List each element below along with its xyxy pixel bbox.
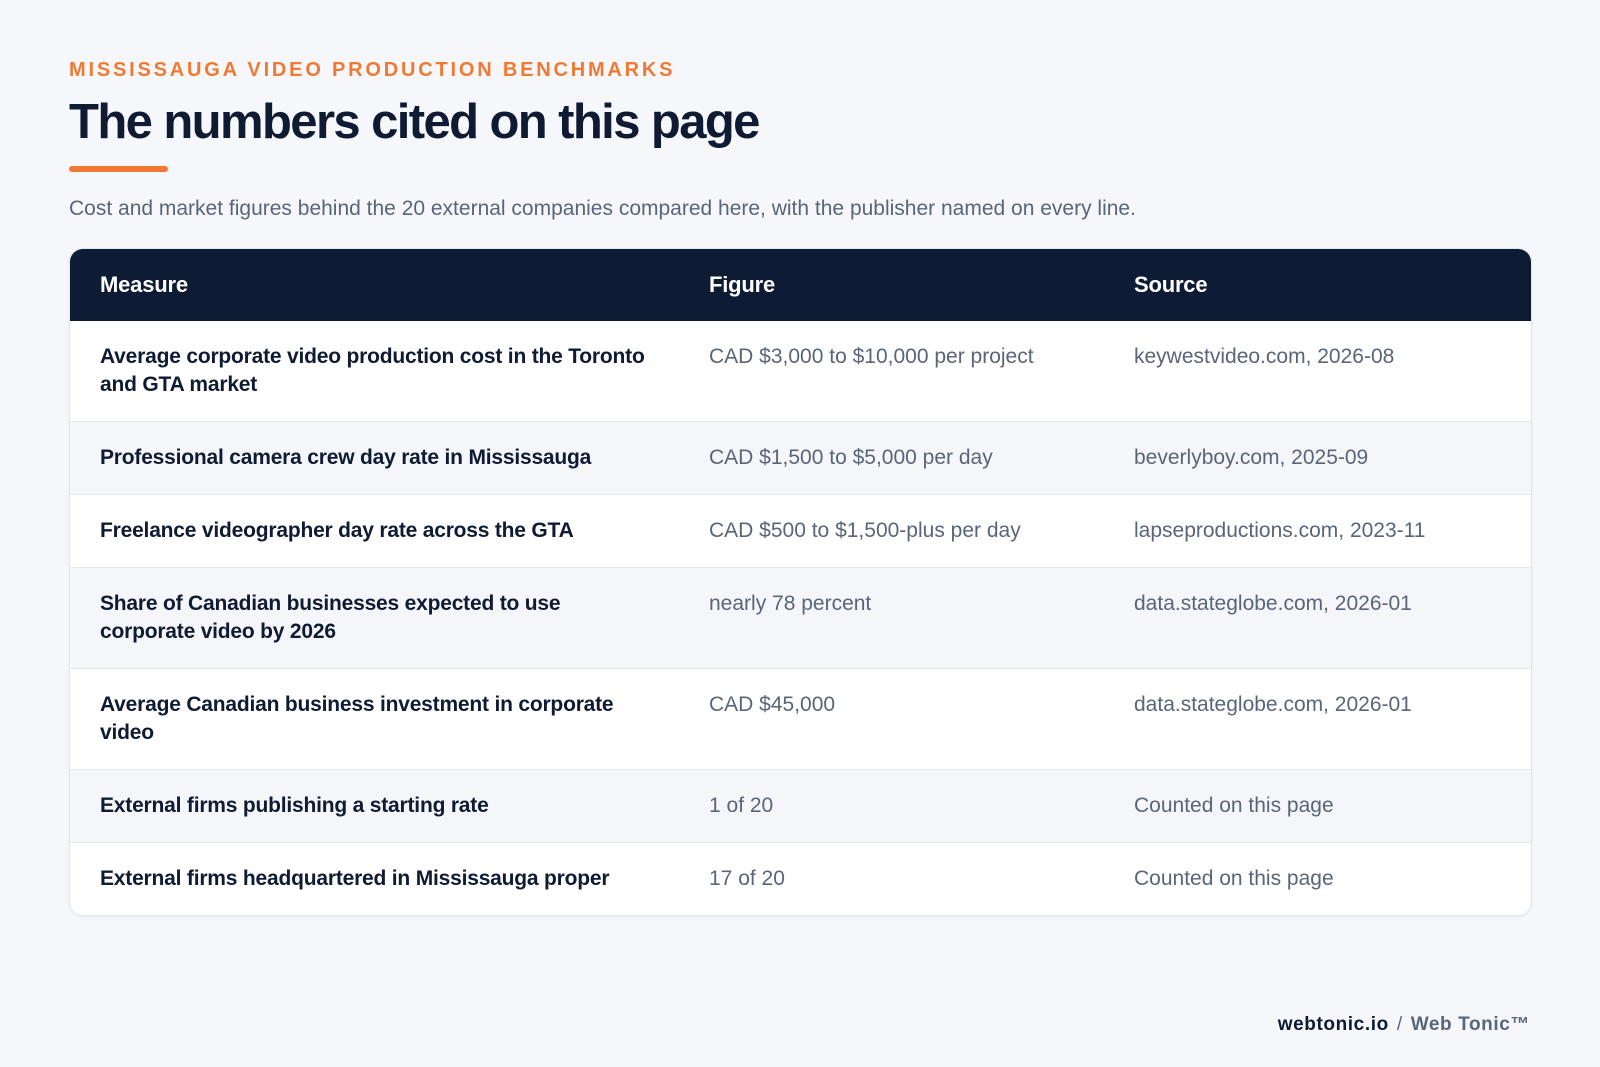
title-underline [69, 166, 168, 172]
measure-cell: Average Canadian business investment in … [70, 668, 679, 770]
figure-cell: CAD $45,000 [679, 668, 1104, 770]
figure-cell: CAD $1,500 to $5,000 per day [679, 421, 1104, 495]
table-row: External firms headquartered in Mississa… [70, 842, 1531, 915]
measure-cell: Professional camera crew day rate in Mis… [70, 421, 679, 495]
measure-cell: External firms headquartered in Mississa… [70, 842, 679, 915]
figure-cell: CAD $3,000 to $10,000 per project [709, 345, 1034, 368]
measure-cell: Freelance videographer day rate across t… [70, 494, 679, 568]
column-header-measure: Measure [70, 249, 679, 321]
page-title: The numbers cited on this page [69, 95, 760, 149]
measure-cell: External firms publishing a starting rat… [70, 769, 679, 843]
page-content: MISSISSAUGA VIDEO PRODUCTION BENCHMARKS … [69, 56, 1532, 916]
table-row: External firms publishing a starting rat… [70, 769, 1531, 843]
table-row: Share of Canadian businesses expected to… [70, 567, 1531, 669]
footer-brand: webtonic.io / Web Tonic™ [1278, 1012, 1530, 1038]
source-cell: lapseproductions.com, 2023-11 [1104, 494, 1531, 568]
benchmarks-table: Measure Figure Source Average corporate … [69, 248, 1532, 916]
measure-cell: Share of Canadian businesses expected to… [70, 567, 679, 669]
measure-cell: Average corporate video production cost … [100, 345, 645, 396]
table-row: Average corporate video production cost … [70, 321, 1531, 422]
page-subtitle: Cost and market figures behind the 20 ex… [69, 197, 1136, 220]
figure-cell: CAD $500 to $1,500-plus per day [679, 494, 1104, 568]
footer-brand-name: Web Tonic™ [1410, 1014, 1530, 1035]
table-header: Measure Figure Source [70, 249, 1531, 321]
column-header-source: Source [1104, 249, 1531, 321]
table-row: Average Canadian business investment in … [70, 668, 1531, 770]
figure-cell: nearly 78 percent [679, 567, 1104, 669]
source-cell: Counted on this page [1104, 769, 1531, 843]
source-cell: beverlyboy.com, 2025-09 [1104, 421, 1531, 495]
eyebrow-label: MISSISSAUGA VIDEO PRODUCTION BENCHMARKS [69, 59, 676, 81]
figure-cell: 17 of 20 [679, 842, 1104, 915]
column-header-figure: Figure [679, 249, 1104, 321]
source-cell: keywestvideo.com, 2026-08 [1134, 345, 1395, 368]
table-row: Professional camera crew day rate in Mis… [70, 421, 1531, 495]
source-cell: Counted on this page [1104, 842, 1531, 915]
source-cell: data.stateglobe.com, 2026-01 [1104, 668, 1531, 770]
figure-cell: 1 of 20 [679, 769, 1104, 843]
table-row: Freelance videographer day rate across t… [70, 494, 1531, 568]
footer-separator: / [1396, 1014, 1403, 1035]
source-cell: data.stateglobe.com, 2026-01 [1104, 567, 1531, 669]
footer-domain: webtonic.io [1277, 1014, 1389, 1035]
